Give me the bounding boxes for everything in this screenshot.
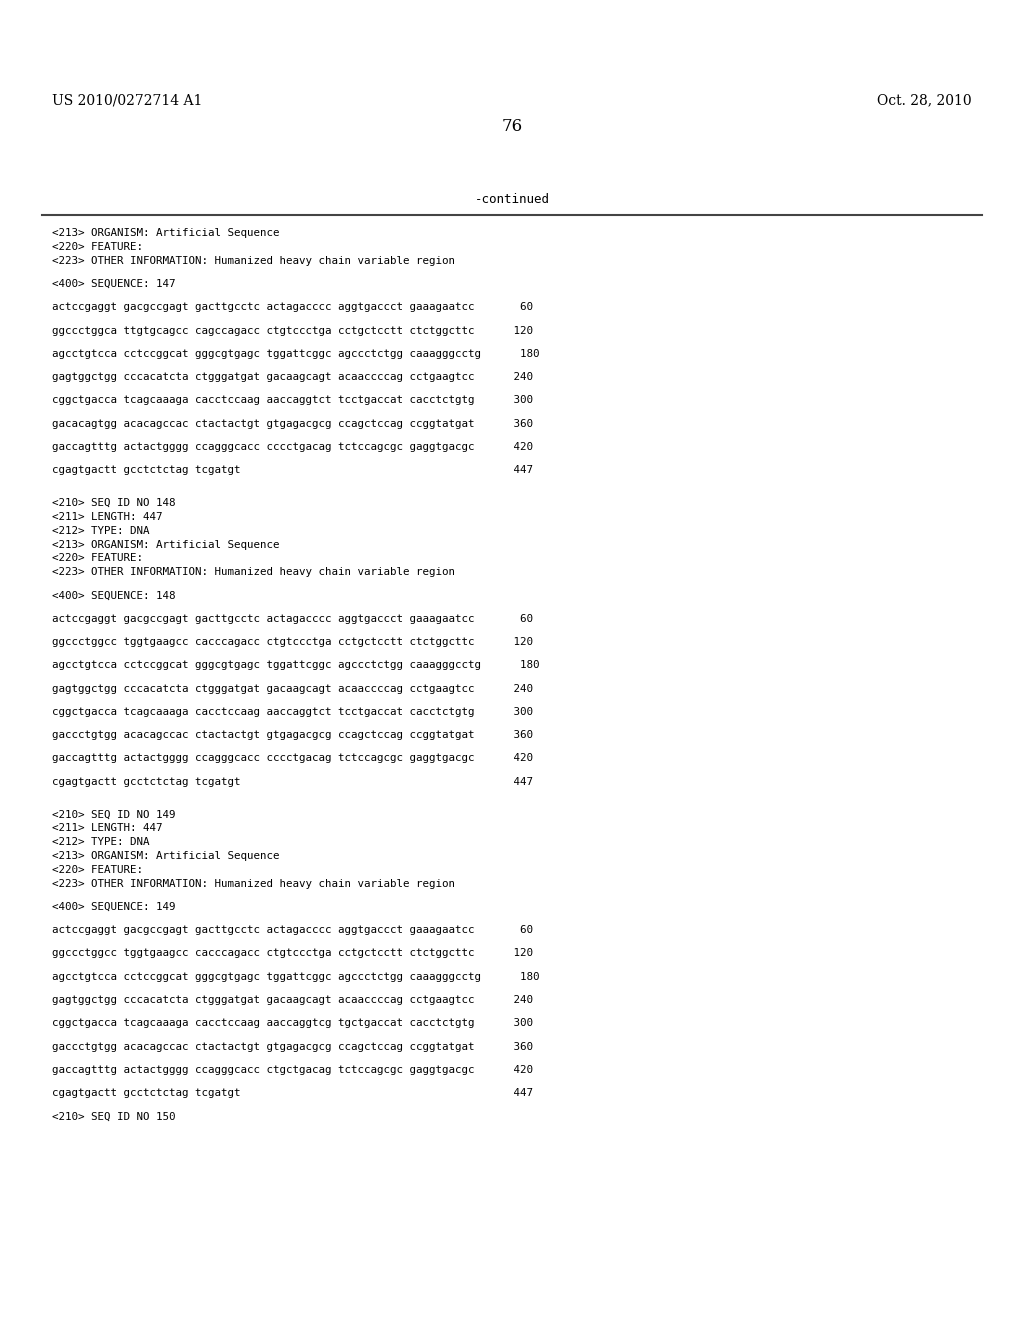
Text: <220> FEATURE:: <220> FEATURE: xyxy=(52,553,143,564)
Text: agcctgtcca cctccggcat gggcgtgagc tggattcggc agccctctgg caaagggcctg      180: agcctgtcca cctccggcat gggcgtgagc tggattc… xyxy=(52,972,540,982)
Text: <212> TYPE: DNA: <212> TYPE: DNA xyxy=(52,525,150,536)
Text: <213> ORGANISM: Artificial Sequence: <213> ORGANISM: Artificial Sequence xyxy=(52,540,280,549)
Text: actccgaggt gacgccgagt gacttgcctc actagacccc aggtgaccct gaaagaatcc       60: actccgaggt gacgccgagt gacttgcctc actagac… xyxy=(52,925,534,935)
Text: gaccagtttg actactgggg ccagggcacc cccctgacag tctccagcgc gaggtgacgc      420: gaccagtttg actactgggg ccagggcacc cccctga… xyxy=(52,442,534,451)
Text: gaccctgtgg acacagccac ctactactgt gtgagacgcg ccagctccag ccggtatgat      360: gaccctgtgg acacagccac ctactactgt gtgagac… xyxy=(52,730,534,741)
Text: <210> SEQ ID NO 148: <210> SEQ ID NO 148 xyxy=(52,498,175,508)
Text: gaccctgtgg acacagccac ctactactgt gtgagacgcg ccagctccag ccggtatgat      360: gaccctgtgg acacagccac ctactactgt gtgagac… xyxy=(52,1041,534,1052)
Text: ggccctggcc tggtgaagcc cacccagacc ctgtccctga cctgctcctt ctctggcttc      120: ggccctggcc tggtgaagcc cacccagacc ctgtccc… xyxy=(52,949,534,958)
Text: <210> SEQ ID NO 150: <210> SEQ ID NO 150 xyxy=(52,1111,175,1122)
Text: 76: 76 xyxy=(502,117,522,135)
Text: cgagtgactt gcctctctag tcgatgt                                          447: cgagtgactt gcctctctag tcgatgt 447 xyxy=(52,466,534,475)
Text: <220> FEATURE:: <220> FEATURE: xyxy=(52,242,143,252)
Text: gacacagtgg acacagccac ctactactgt gtgagacgcg ccagctccag ccggtatgat      360: gacacagtgg acacagccac ctactactgt gtgagac… xyxy=(52,418,534,429)
Text: agcctgtcca cctccggcat gggcgtgagc tggattcggc agccctctgg caaagggcctg      180: agcctgtcca cctccggcat gggcgtgagc tggattc… xyxy=(52,660,540,671)
Text: <212> TYPE: DNA: <212> TYPE: DNA xyxy=(52,837,150,847)
Text: <223> OTHER INFORMATION: Humanized heavy chain variable region: <223> OTHER INFORMATION: Humanized heavy… xyxy=(52,256,455,265)
Text: agcctgtcca cctccggcat gggcgtgagc tggattcggc agccctctgg caaagggcctg      180: agcctgtcca cctccggcat gggcgtgagc tggattc… xyxy=(52,348,540,359)
Text: actccgaggt gacgccgagt gacttgcctc actagacccc aggtgaccct gaaagaatcc       60: actccgaggt gacgccgagt gacttgcctc actagac… xyxy=(52,302,534,313)
Text: ggccctggcc tggtgaagcc cacccagacc ctgtccctga cctgctcctt ctctggcttc      120: ggccctggcc tggtgaagcc cacccagacc ctgtccc… xyxy=(52,638,534,647)
Text: <223> OTHER INFORMATION: Humanized heavy chain variable region: <223> OTHER INFORMATION: Humanized heavy… xyxy=(52,879,455,888)
Text: gagtggctgg cccacatcta ctgggatgat gacaagcagt acaaccccag cctgaagtcc      240: gagtggctgg cccacatcta ctgggatgat gacaagc… xyxy=(52,684,534,693)
Text: <213> ORGANISM: Artificial Sequence: <213> ORGANISM: Artificial Sequence xyxy=(52,228,280,238)
Text: gagtggctgg cccacatcta ctgggatgat gacaagcagt acaaccccag cctgaagtcc      240: gagtggctgg cccacatcta ctgggatgat gacaagc… xyxy=(52,372,534,381)
Text: Oct. 28, 2010: Oct. 28, 2010 xyxy=(878,92,972,107)
Text: <211> LENGTH: 447: <211> LENGTH: 447 xyxy=(52,512,163,521)
Text: -continued: -continued xyxy=(474,193,550,206)
Text: gaccagtttg actactgggg ccagggcacc cccctgacag tctccagcgc gaggtgacgc      420: gaccagtttg actactgggg ccagggcacc cccctga… xyxy=(52,754,534,763)
Text: <210> SEQ ID NO 149: <210> SEQ ID NO 149 xyxy=(52,809,175,820)
Text: cggctgacca tcagcaaaga cacctccaag aaccaggtct tcctgaccat cacctctgtg      300: cggctgacca tcagcaaaga cacctccaag aaccagg… xyxy=(52,708,534,717)
Text: <223> OTHER INFORMATION: Humanized heavy chain variable region: <223> OTHER INFORMATION: Humanized heavy… xyxy=(52,568,455,577)
Text: actccgaggt gacgccgagt gacttgcctc actagacccc aggtgaccct gaaagaatcc       60: actccgaggt gacgccgagt gacttgcctc actagac… xyxy=(52,614,534,623)
Text: <211> LENGTH: 447: <211> LENGTH: 447 xyxy=(52,824,163,833)
Text: <400> SEQUENCE: 148: <400> SEQUENCE: 148 xyxy=(52,590,175,601)
Text: cgagtgactt gcctctctag tcgatgt                                          447: cgagtgactt gcctctctag tcgatgt 447 xyxy=(52,776,534,787)
Text: <400> SEQUENCE: 147: <400> SEQUENCE: 147 xyxy=(52,279,175,289)
Text: cggctgacca tcagcaaaga cacctccaag aaccaggtct tcctgaccat cacctctgtg      300: cggctgacca tcagcaaaga cacctccaag aaccagg… xyxy=(52,396,534,405)
Text: US 2010/0272714 A1: US 2010/0272714 A1 xyxy=(52,92,203,107)
Text: <220> FEATURE:: <220> FEATURE: xyxy=(52,865,143,875)
Text: <400> SEQUENCE: 149: <400> SEQUENCE: 149 xyxy=(52,902,175,912)
Text: gaccagtttg actactgggg ccagggcacc ctgctgacag tctccagcgc gaggtgacgc      420: gaccagtttg actactgggg ccagggcacc ctgctga… xyxy=(52,1065,534,1074)
Text: gagtggctgg cccacatcta ctgggatgat gacaagcagt acaaccccag cctgaagtcc      240: gagtggctgg cccacatcta ctgggatgat gacaagc… xyxy=(52,995,534,1005)
Text: <213> ORGANISM: Artificial Sequence: <213> ORGANISM: Artificial Sequence xyxy=(52,851,280,861)
Text: ggccctggca ttgtgcagcc cagccagacc ctgtccctga cctgctcctt ctctggcttc      120: ggccctggca ttgtgcagcc cagccagacc ctgtccc… xyxy=(52,326,534,335)
Text: cgagtgactt gcctctctag tcgatgt                                          447: cgagtgactt gcctctctag tcgatgt 447 xyxy=(52,1088,534,1098)
Text: cggctgacca tcagcaaaga cacctccaag aaccaggtcg tgctgaccat cacctctgtg      300: cggctgacca tcagcaaaga cacctccaag aaccagg… xyxy=(52,1019,534,1028)
